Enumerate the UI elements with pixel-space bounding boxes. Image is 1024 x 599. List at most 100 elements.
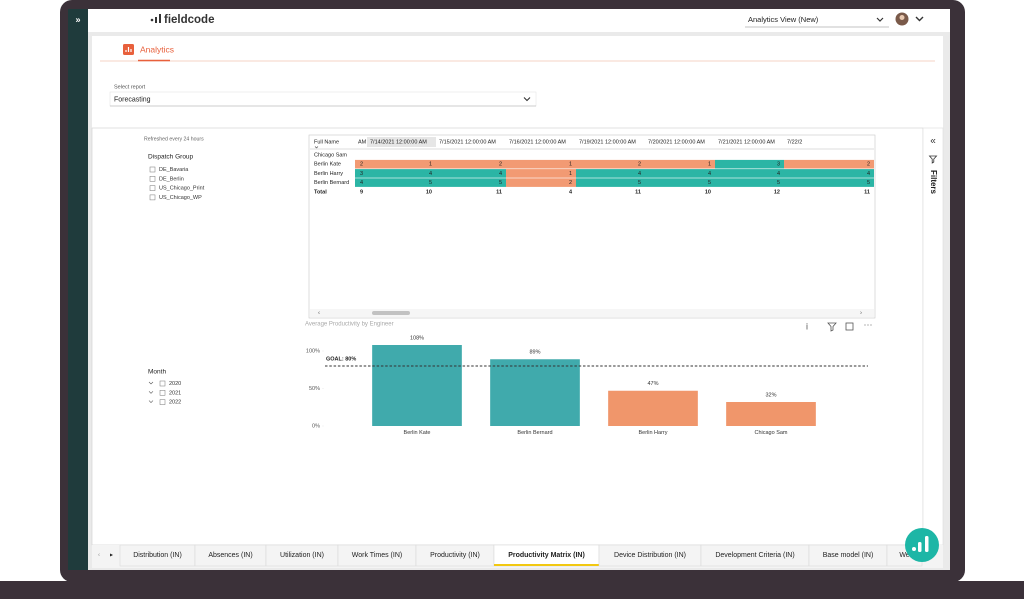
header-panel (92, 36, 943, 128)
tab-next[interactable]: ▸ (110, 553, 113, 559)
data-label: 32% (765, 392, 776, 398)
more-options[interactable]: ··· (864, 319, 873, 329)
tab-label[interactable]: Productivity (IN) (430, 552, 480, 559)
tab-label[interactable]: We (899, 552, 909, 559)
top-bar (88, 9, 950, 32)
expand-chevron[interactable] (148, 381, 154, 385)
checkbox[interactable] (159, 380, 166, 387)
y-tick-label: 0% (312, 423, 320, 429)
matrix-cell (715, 159, 784, 169)
goal-label: GOAL: 80% (326, 356, 356, 362)
cell-value: 5 (867, 180, 870, 186)
row-header: Berlin Bernard (314, 180, 349, 186)
cell-value: 1 (429, 162, 432, 168)
visual-filter-icon[interactable] (827, 322, 837, 332)
cell-value: 2 (638, 162, 641, 168)
matrix-cell (506, 169, 576, 178)
cell-value: 1 (569, 162, 572, 168)
checkbox[interactable] (149, 194, 156, 201)
logo: fieldcode (164, 14, 214, 26)
cell-value: 2 (569, 180, 572, 186)
column-header[interactable]: 7/16/2021 12:00:00 AM (509, 139, 566, 145)
total-value: 11 (864, 189, 870, 195)
cell-value: 3 (360, 171, 363, 177)
checkbox[interactable] (159, 399, 166, 405)
cell-value: 3 (777, 162, 780, 168)
expand-chevron[interactable] (148, 400, 154, 404)
collapse-filters[interactable]: « (930, 136, 936, 147)
report-dropdown[interactable] (109, 91, 537, 107)
tabs: Distribution (IN) Absences (IN) Utilizatio… (119, 544, 923, 567)
checkbox-label: US_Chicago_Print (159, 186, 205, 192)
page-title[interactable]: Analytics (140, 44, 174, 54)
column-header[interactable]: 7/20/2021 12:00:00 AM (648, 139, 705, 145)
total-label: Total (314, 189, 327, 195)
matrix-cell (367, 178, 436, 187)
matrix-cell (367, 169, 436, 178)
matrix-cell (506, 159, 576, 169)
logo-icon (150, 14, 161, 23)
column-header-highlight (367, 137, 436, 147)
cell-value: 1 (708, 162, 711, 168)
matrix-cell (645, 169, 715, 178)
tab-label[interactable]: Utilization (IN) (280, 552, 324, 559)
checkbox-label: 2022 (169, 400, 181, 406)
matrix-cell (576, 159, 645, 169)
tab-label[interactable]: Development Criteria (IN) (715, 552, 794, 559)
matrix-cell (506, 178, 576, 187)
scroll-right[interactable]: › (860, 311, 862, 317)
cell-value: 4 (429, 171, 432, 177)
matrix-cell (645, 159, 715, 169)
tab-label[interactable]: Absences (IN) (208, 552, 252, 559)
x-tick-label: Berlin Bernard (517, 430, 552, 436)
checkbox-label: US_Chicago_WP (159, 195, 202, 201)
tab-label[interactable]: Distribution (IN) (133, 552, 182, 559)
scrollbar-thumb[interactable] (372, 311, 410, 315)
total-value: 11 (635, 189, 641, 195)
checkbox[interactable] (149, 176, 156, 182)
tab-label[interactable]: Productivity Matrix (IN) (508, 552, 585, 559)
y-tick-label: 50% (309, 386, 320, 392)
column-header[interactable]: 7/15/2021 12:00:00 AM (439, 139, 496, 145)
checkbox[interactable] (149, 185, 156, 191)
refresh-note: Refreshed every 24 hours (144, 136, 204, 142)
tab-label[interactable]: Base model (IN) (823, 552, 874, 559)
info-icon[interactable]: i (806, 321, 808, 331)
matrix-cell (367, 159, 436, 169)
y-tick-label: 100% (306, 348, 320, 354)
cell-value: 4 (360, 180, 363, 186)
matrix-cell (436, 169, 506, 178)
matrix-cell (784, 159, 874, 169)
checkbox[interactable] (159, 390, 166, 396)
filters-label[interactable]: Filters (929, 170, 938, 195)
total-value: 12 (774, 189, 780, 195)
x-tick-label: Berlin Harry (638, 430, 667, 436)
expand-chevron[interactable] (148, 391, 154, 394)
matrix-cell (784, 169, 874, 178)
chevron[interactable] (915, 16, 924, 22)
tab-prev[interactable]: ‹ (98, 553, 100, 559)
column-header[interactable]: Full Name (314, 139, 339, 145)
scroll-left[interactable]: ‹ (318, 311, 320, 317)
fieldcode-button[interactable] (905, 528, 939, 562)
column-header[interactable]: 7/19/2021 12:00:00 AM (579, 139, 636, 145)
column-header[interactable]: 7/21/2021 12:00:00 AM (718, 139, 775, 145)
cell-value: 4 (777, 171, 780, 177)
bar (608, 390, 698, 426)
checkbox-label: 2021 (169, 390, 181, 396)
tab-label[interactable]: Device Distribution (IN) (614, 552, 686, 559)
column-header[interactable]: AM (358, 139, 367, 145)
tab-label[interactable]: Work Times (IN) (352, 552, 402, 559)
matrix: Full Name AM 7/14/2021 12:00:00 AM 7/15/202… (310, 137, 874, 195)
sidebar-toggle[interactable]: » (75, 14, 80, 24)
matrix-cell (645, 178, 715, 187)
view-selector[interactable]: Analytics View (New) (748, 15, 819, 24)
cell-value: 5 (429, 180, 432, 186)
focus-mode-icon[interactable] (845, 322, 854, 331)
checkbox[interactable] (149, 166, 156, 173)
cell-value: 1 (569, 171, 572, 177)
column-header[interactable]: 7/14/2021 12:00:00 AM (370, 139, 427, 145)
column-header[interactable]: 7/22/2 (787, 139, 802, 145)
